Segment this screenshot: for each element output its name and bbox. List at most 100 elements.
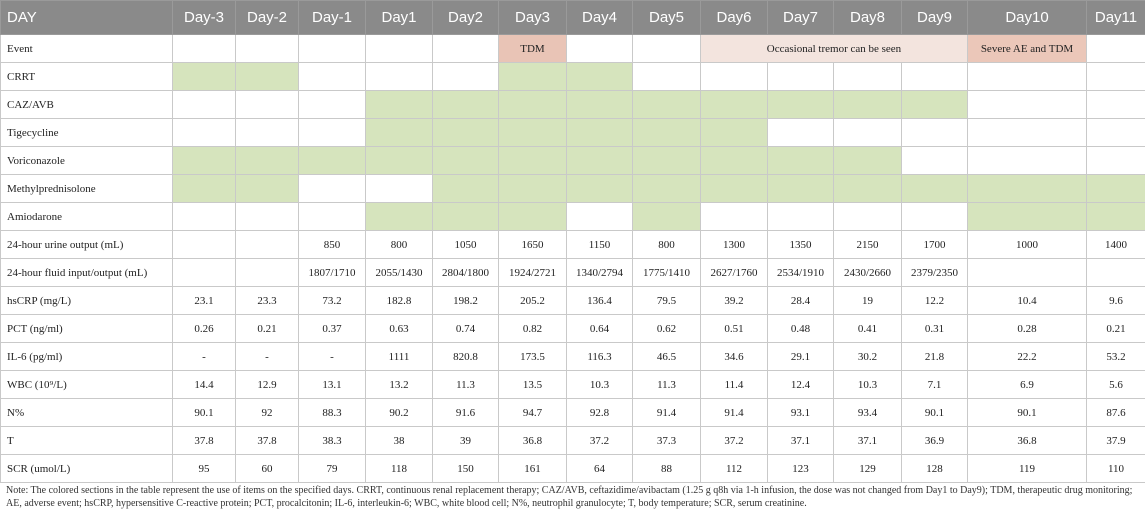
table-cell: 11.3 xyxy=(632,370,701,399)
table-cell: - xyxy=(172,342,236,371)
table-cell xyxy=(298,62,366,91)
table-cell: 1111 xyxy=(365,342,433,371)
drug-used-cell xyxy=(632,146,701,175)
value-row: IL-6 (pg/ml) - - -1111 820.8 173.5 116.3 46.5 34… xyxy=(0,342,1145,371)
table-cell: 90.1 xyxy=(967,398,1087,427)
table-cell: 9.6 xyxy=(1086,286,1145,315)
table-cell: 1350 xyxy=(767,230,834,259)
table-cell: 38.3 xyxy=(298,426,366,455)
header-cell: Day-1 xyxy=(298,0,366,35)
table-cell xyxy=(235,230,299,259)
header-cell: Day-2 xyxy=(235,0,299,35)
table-cell xyxy=(235,258,299,287)
table-cell: 0.82 xyxy=(498,314,567,343)
row-label: Amiodarone xyxy=(0,202,173,231)
table-cell: 1400 xyxy=(1086,230,1145,259)
drug-used-cell xyxy=(632,202,701,231)
table-cell: 118 xyxy=(365,454,433,483)
row-label: T xyxy=(0,426,173,455)
drug-used-cell xyxy=(1086,174,1145,203)
drug-used-cell xyxy=(833,174,902,203)
table-cell: 37.2 xyxy=(566,426,633,455)
table-cell: 2804/1800 xyxy=(432,258,499,287)
row-label: SCR (umol/L) xyxy=(0,454,173,483)
table-cell xyxy=(172,34,236,63)
drug-used-cell xyxy=(498,62,567,91)
table-cell: 136.4 xyxy=(566,286,633,315)
row-label: Event xyxy=(0,34,173,63)
table-cell: 1775/1410 xyxy=(632,258,701,287)
table-cell: 13.5 xyxy=(498,370,567,399)
table-cell: 37.3 xyxy=(632,426,701,455)
table-cell: 12.9 xyxy=(235,370,299,399)
event-row: Event TDM Occasional tremor can be seen … xyxy=(0,34,1145,63)
table-cell: 22.2 xyxy=(967,342,1087,371)
table-cell xyxy=(967,258,1087,287)
table-cell: 37.1 xyxy=(833,426,902,455)
table-cell: 36.9 xyxy=(901,426,968,455)
row-label: WBC (10⁹/L) xyxy=(0,370,173,399)
table-cell: 112 xyxy=(700,454,768,483)
table-cell: 0.21 xyxy=(235,314,299,343)
table-cell: 94.7 xyxy=(498,398,567,427)
table-cell: 0.26 xyxy=(172,314,236,343)
table-cell: 88.3 xyxy=(298,398,366,427)
drug-used-cell xyxy=(432,202,499,231)
drug-used-cell xyxy=(1086,202,1145,231)
table-cell: 36.8 xyxy=(498,426,567,455)
table-cell: 39.2 xyxy=(700,286,768,315)
table-cell xyxy=(967,146,1087,175)
table-cell: 150 xyxy=(432,454,499,483)
table-cell xyxy=(1086,146,1145,175)
header-cell: Day3 xyxy=(498,0,567,35)
table-cell xyxy=(901,202,968,231)
table-cell: 90.1 xyxy=(901,398,968,427)
table-cell: 1924/2721 xyxy=(498,258,567,287)
table-cell: 123 xyxy=(767,454,834,483)
table-cell: 30.2 xyxy=(833,342,902,371)
table-cell: 95 xyxy=(172,454,236,483)
table-cell xyxy=(700,202,768,231)
drug-used-cell xyxy=(498,174,567,203)
value-row: T 37.8 37.8 38.3 38 39 36.8 37.2 37.3 37.2 37.1 37.… xyxy=(0,426,1145,455)
drug-row: Methylprednisolone xyxy=(0,174,1145,203)
table-cell: 91.6 xyxy=(432,398,499,427)
table-cell: 7.1 xyxy=(901,370,968,399)
table-cell xyxy=(967,90,1087,119)
table-cell: 11.4 xyxy=(700,370,768,399)
drug-used-cell xyxy=(833,146,902,175)
drug-used-cell xyxy=(767,174,834,203)
drug-used-cell xyxy=(172,146,236,175)
table-cell: 23.1 xyxy=(172,286,236,315)
table-cell: 37.9 xyxy=(1086,426,1145,455)
table-cell: 0.62 xyxy=(632,314,701,343)
table-cell: 116.3 xyxy=(566,342,633,371)
drug-used-cell xyxy=(632,118,701,147)
drug-used-cell xyxy=(967,174,1087,203)
drug-used-cell xyxy=(432,146,499,175)
table-cell: 205.2 xyxy=(498,286,567,315)
table-cell: 129 xyxy=(833,454,902,483)
table-cell: 1340/2794 xyxy=(566,258,633,287)
drug-used-cell xyxy=(235,62,299,91)
table-cell: 0.37 xyxy=(298,314,366,343)
table-cell: 92 xyxy=(235,398,299,427)
value-row: PCT (ng/ml) 0.26 0.21 0.37 0.63 0.74 0.82 0.64 0… xyxy=(0,314,1145,343)
table-cell: 19 xyxy=(833,286,902,315)
table-cell: 198.2 xyxy=(432,286,499,315)
table-cell: 87.6 xyxy=(1086,398,1145,427)
drug-used-cell xyxy=(235,174,299,203)
value-row: 24-hour fluid input/output (mL) 1807/1710… xyxy=(0,258,1145,287)
table-cell: 39 xyxy=(432,426,499,455)
table-cell: 91.4 xyxy=(700,398,768,427)
drug-used-cell xyxy=(498,202,567,231)
table-cell xyxy=(566,202,633,231)
table-cell: 182.8 xyxy=(365,286,433,315)
table-cell: 93.4 xyxy=(833,398,902,427)
drug-used-cell xyxy=(432,174,499,203)
table-cell: 0.31 xyxy=(901,314,968,343)
drug-used-cell xyxy=(566,118,633,147)
table-cell xyxy=(365,174,433,203)
table-cell: 800 xyxy=(632,230,701,259)
value-row: hsCRP (mg/L) 23.1 23.3 73.2 182.8 198.2 205.2 1… xyxy=(0,286,1145,315)
